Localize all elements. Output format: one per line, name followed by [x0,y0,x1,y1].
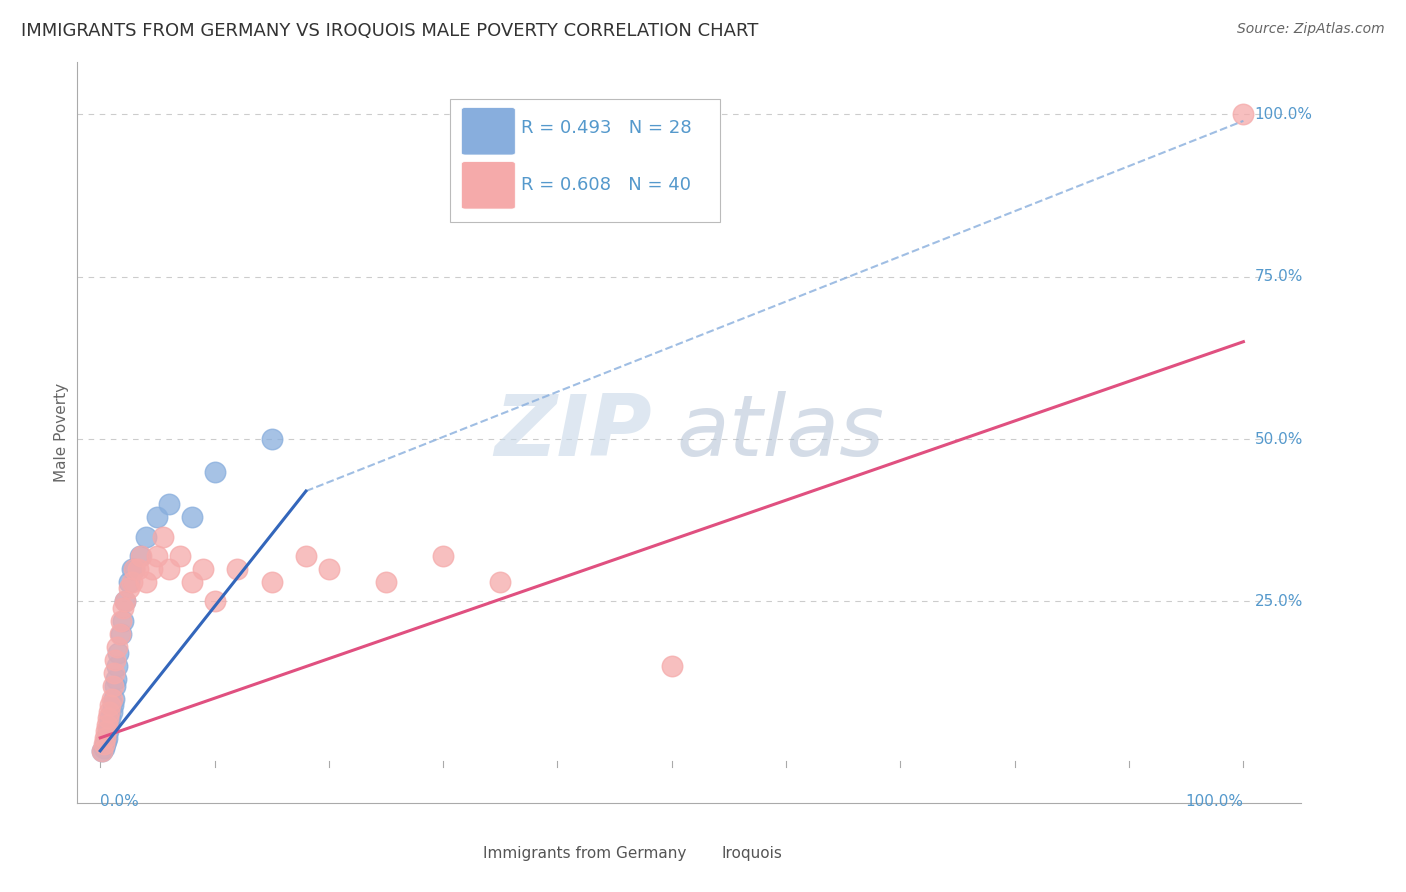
Point [121,574,143,589]
Point [105,659,128,673]
Point [105,673,128,687]
Point [204,594,226,608]
Point [157,497,180,511]
Point [1232,107,1254,121]
Text: 0.0%: 0.0% [100,795,139,809]
Point [432,549,454,563]
Point [100,698,122,713]
Point [146,510,169,524]
Point [97,711,120,725]
Point [129,549,152,563]
Point [169,549,191,563]
Point [180,510,202,524]
Point [100,705,122,719]
Point [124,562,146,576]
Point [103,665,125,680]
Text: 100.0%: 100.0% [1185,795,1243,809]
FancyBboxPatch shape [679,838,717,871]
Text: 25.0%: 25.0% [1254,594,1303,609]
Text: Immigrants from Germany: Immigrants from Germany [484,846,686,861]
Point [94,737,117,751]
Point [110,627,132,641]
Text: Source: ZipAtlas.com: Source: ZipAtlas.com [1237,22,1385,37]
Point [260,432,283,446]
Point [100,692,122,706]
Point [101,698,124,713]
Point [152,529,174,543]
Point [127,562,149,576]
Point [93,737,115,751]
Point [114,594,136,608]
Point [98,718,121,732]
Point [114,594,136,608]
Point [91,744,114,758]
Text: IMMIGRANTS FROM GERMANY VS IROQUOIS MALE POVERTY CORRELATION CHART: IMMIGRANTS FROM GERMANY VS IROQUOIS MALE… [21,22,758,40]
Point [96,731,118,745]
Text: R = 0.608   N = 40: R = 0.608 N = 40 [522,176,692,194]
Point [141,562,163,576]
Point [112,601,135,615]
Point [107,647,129,661]
Point [157,562,180,576]
Text: 75.0%: 75.0% [1254,269,1303,285]
Text: 100.0%: 100.0% [1254,107,1313,122]
Point [191,562,214,576]
Point [135,529,157,543]
Point [110,614,132,628]
Point [124,562,146,576]
Point [105,640,128,654]
Point [101,679,124,693]
FancyBboxPatch shape [461,161,515,209]
Point [375,574,398,589]
Text: Iroquois: Iroquois [721,846,783,861]
Point [661,659,683,673]
Point [94,731,117,745]
Text: 50.0%: 50.0% [1254,432,1303,447]
Point [226,562,249,576]
Point [103,692,125,706]
Text: ZIP: ZIP [495,391,652,475]
Point [108,627,131,641]
Point [180,574,202,589]
Point [94,724,117,739]
Point [97,724,120,739]
Point [118,582,141,596]
Point [100,711,122,725]
Point [318,562,340,576]
Point [98,705,121,719]
Point [93,740,115,755]
Point [94,734,117,748]
Text: atlas: atlas [676,391,884,475]
Point [295,549,318,563]
Point [121,562,143,576]
Point [135,574,157,589]
Point [104,679,127,693]
FancyBboxPatch shape [461,108,515,155]
Point [112,614,135,628]
FancyBboxPatch shape [440,838,478,871]
Point [131,549,153,563]
Point [146,549,169,563]
Y-axis label: Male Poverty: Male Poverty [53,383,69,483]
Point [104,653,127,667]
Text: R = 0.493   N = 28: R = 0.493 N = 28 [522,119,692,136]
Point [260,574,283,589]
Point [489,574,512,589]
FancyBboxPatch shape [450,99,720,221]
Point [204,465,226,479]
Point [91,744,114,758]
Point [96,718,118,732]
Point [118,574,141,589]
